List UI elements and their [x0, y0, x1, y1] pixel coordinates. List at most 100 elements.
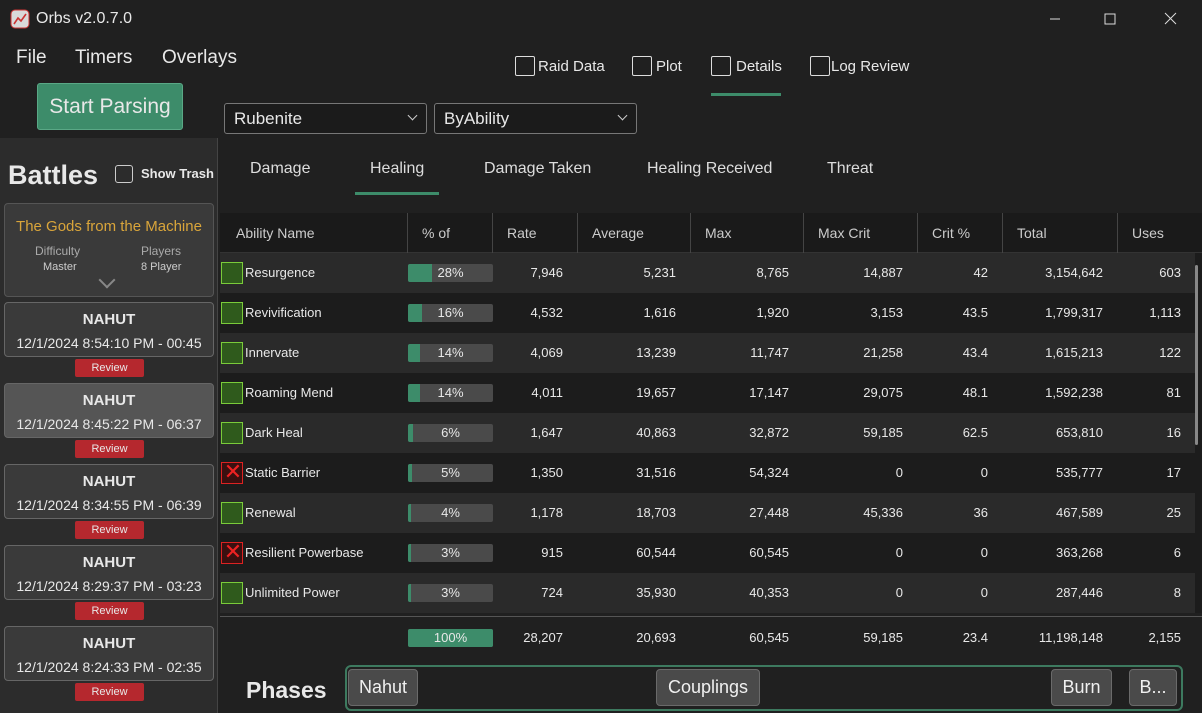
ability-icon — [221, 422, 243, 444]
column-divider — [407, 213, 408, 253]
column-divider — [917, 213, 918, 253]
start-button[interactable]: Start Parsing — [37, 83, 183, 130]
phase-button[interactable]: Burn — [1051, 669, 1112, 706]
table-cell: 35,930 — [636, 585, 676, 600]
pct-fill — [408, 504, 412, 522]
phase-button[interactable]: B... — [1129, 669, 1177, 706]
total-cell: 59,185 — [863, 630, 903, 645]
players-label: Players — [141, 244, 182, 258]
phase-button[interactable]: Nahut — [348, 669, 418, 706]
column-header: % of — [422, 225, 451, 241]
table-row — [220, 453, 1195, 493]
table-cell: 4,069 — [530, 345, 563, 360]
select[interactable]: ByAbility — [434, 103, 637, 134]
battle-item[interactable]: NAHUT 12/1/2024 8:24:33 PM - 02:35 — [4, 626, 214, 681]
table-cell: 4,532 — [530, 305, 563, 320]
review-button[interactable]: Review — [75, 359, 144, 377]
battle-item[interactable]: NAHUT 12/1/2024 8:45:22 PM - 06:37 — [4, 383, 214, 438]
table-cell: 0 — [980, 585, 988, 600]
column-divider — [1002, 213, 1003, 253]
table-cell: 915 — [541, 545, 563, 560]
table-row — [220, 493, 1195, 533]
checkbox[interactable] — [115, 165, 133, 183]
pct-label: 3% — [441, 585, 460, 600]
sub-tab[interactable]: Damage — [250, 160, 311, 177]
battle-name: NAHUT — [82, 311, 136, 328]
ability-name: Unlimited Power — [245, 585, 340, 600]
pct-bar: 100% — [408, 629, 493, 647]
review-button[interactable]: Review — [75, 683, 144, 701]
ability-icon — [221, 342, 243, 364]
column-divider — [1117, 213, 1118, 253]
table-cell: 59,185 — [863, 425, 903, 440]
table-cell: 81 — [1166, 385, 1181, 400]
table-header — [220, 213, 1202, 253]
review-button[interactable]: Review — [75, 521, 144, 539]
table-cell: 17,147 — [749, 385, 789, 400]
ability-icon — [221, 582, 243, 604]
battle-name: NAHUT — [82, 554, 136, 571]
ability-icon: ✕ — [221, 539, 243, 564]
table-cell: 1,178 — [530, 505, 563, 520]
menu-item[interactable]: Timers — [75, 47, 133, 68]
table-cell: 8,765 — [756, 265, 789, 280]
total-cell: 28,207 — [523, 630, 563, 645]
pct-fill — [408, 304, 422, 322]
top-tab[interactable]: Log Review — [831, 58, 910, 75]
table-cell: 18,703 — [636, 505, 676, 520]
select-arrow — [617, 110, 628, 121]
table-row — [220, 533, 1195, 573]
top-tab[interactable]: Details — [736, 58, 782, 75]
table-cell: 535,777 — [1056, 465, 1103, 480]
table-cell: 5,231 — [643, 265, 676, 280]
review-button[interactable]: Review — [75, 602, 144, 620]
ability-name: Resilient Powerbase — [245, 545, 364, 560]
select-arrow — [407, 110, 418, 121]
column-header: Total — [1017, 225, 1047, 241]
table-cell: 6 — [1173, 545, 1181, 560]
phase-button[interactable]: Couplings — [656, 669, 760, 706]
pct-fill — [408, 464, 413, 482]
table-cell: 0 — [895, 465, 903, 480]
battle-time: 12/1/2024 8:34:55 PM - 06:39 — [16, 497, 202, 513]
table-row — [220, 373, 1195, 413]
sub-tab[interactable]: Damage Taken — [484, 160, 592, 177]
ability-icon — [221, 262, 243, 284]
pct-label: 100% — [433, 630, 468, 645]
sub-tab[interactable]: Threat — [827, 160, 874, 177]
battle-name: NAHUT — [82, 473, 136, 490]
table-cell: 3,153 — [870, 305, 903, 320]
table-cell: 45,336 — [863, 505, 903, 520]
pct-bar: 6% — [408, 424, 493, 442]
ability-name: Innervate — [245, 345, 300, 360]
players: 8 Player — [141, 261, 182, 273]
phases-title: Phases — [246, 677, 327, 703]
table-cell: 42 — [973, 265, 988, 280]
sub-tab[interactable]: Healing Received — [647, 160, 773, 177]
battle-item[interactable]: NAHUT 12/1/2024 8:54:10 PM - 00:45 — [4, 302, 214, 357]
top-tab[interactable]: Plot — [656, 58, 682, 75]
window-controls[interactable] — [1045, 8, 1195, 30]
pct-label: 4% — [441, 505, 460, 520]
column-divider — [803, 213, 804, 253]
select[interactable]: Rubenite — [224, 103, 427, 134]
review-button[interactable]: Review — [75, 440, 144, 458]
column-divider — [492, 213, 493, 253]
menu-item[interactable]: File — [16, 47, 47, 68]
table-cell: 40,353 — [749, 585, 789, 600]
table-cell: 1,592,238 — [1045, 385, 1103, 400]
battle-item[interactable]: NAHUT 12/1/2024 8:34:55 PM - 06:39 — [4, 464, 214, 519]
top-tab[interactable]: Raid Data — [538, 58, 605, 75]
table-cell: 17 — [1166, 465, 1181, 480]
encounter-name: The Gods from the Machine — [16, 218, 202, 235]
total-cell: 20,693 — [636, 630, 676, 645]
sub-tab[interactable]: Healing — [370, 160, 425, 177]
menu-item[interactable]: Overlays — [162, 47, 237, 68]
table-row — [220, 293, 1195, 333]
table-cell: 653,810 — [1056, 425, 1103, 440]
column-header: Ability Name — [236, 225, 315, 241]
pct-label: 28% — [437, 265, 464, 280]
battle-item[interactable]: NAHUT 12/1/2024 8:29:37 PM - 03:23 — [4, 545, 214, 600]
chevron — [98, 271, 116, 289]
